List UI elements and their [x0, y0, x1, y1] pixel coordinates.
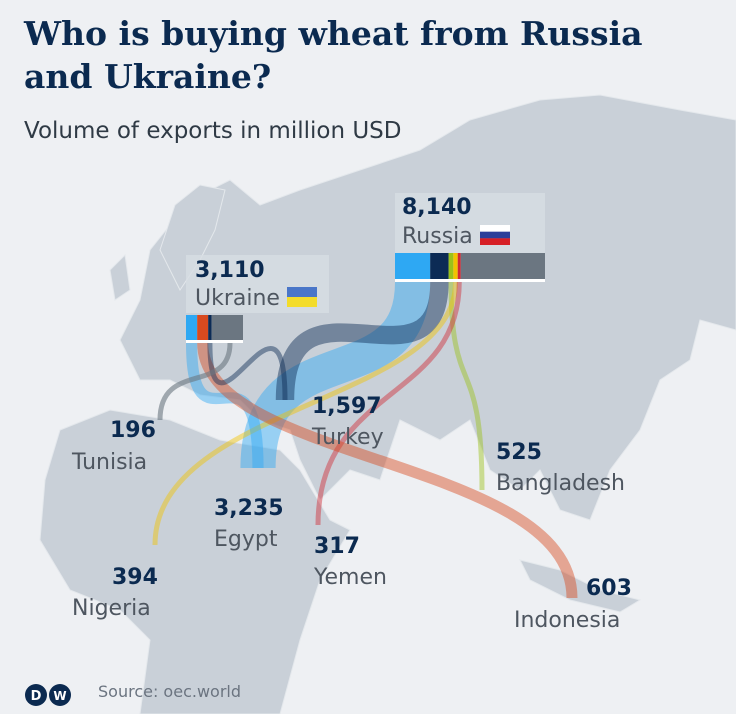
russia-bar-segment-bangladesh — [448, 253, 454, 279]
landmass — [39, 94, 736, 714]
flow-russia-to-bangladesh — [448, 281, 485, 491]
land-eurasia — [119, 94, 736, 521]
source-note: Source: oec.world — [98, 682, 241, 701]
bangladesh-value: 525 — [496, 440, 542, 465]
trade-flows — [152, 281, 578, 599]
ukraine-bar-segment-turkey — [208, 315, 212, 340]
land-indonesia — [519, 559, 642, 613]
egypt-name: Egypt — [214, 527, 278, 552]
egypt-value: 3,235 — [214, 496, 284, 521]
ukraine-bar-baseline — [186, 340, 243, 343]
yemen-name: Yemen — [314, 565, 387, 590]
indonesia-name: Indonesia — [514, 608, 621, 633]
nigeria-name: Nigeria — [72, 596, 151, 621]
ukraine-bar-segment-egypt — [186, 315, 198, 340]
flow-ukraine-to-indonesia — [197, 342, 578, 599]
flow-ukraine-to-turkey — [207, 342, 288, 401]
russia-bar-segment-yemen — [457, 253, 461, 279]
russia-bar-baseline — [395, 279, 545, 282]
exporter-bars — [186, 253, 545, 343]
russia-name-text: Russia — [402, 224, 473, 249]
bangladesh-name: Bangladesh — [496, 471, 625, 496]
ukraine-name-text: Ukraine — [195, 286, 280, 311]
svg-text:W: W — [53, 689, 66, 703]
page-title: Who is buying wheat from Russia and Ukra… — [24, 14, 643, 96]
land-britain — [109, 253, 131, 301]
indonesia-value: 603 — [586, 576, 632, 601]
tunisia-name: Tunisia — [72, 450, 148, 475]
flow-russia-to-nigeria — [152, 281, 459, 546]
flow-russia-to-yemen — [315, 281, 462, 526]
flow-russia-to-egypt — [240, 281, 431, 469]
ukraine-name: Ukraine — [195, 286, 318, 311]
subtitle: Volume of exports in million USD — [24, 118, 402, 144]
tunisia-value: 196 — [110, 418, 156, 443]
russia-flag-icon — [479, 225, 510, 245]
flow-ukraine-to-tunisia — [157, 342, 233, 421]
yemen-value: 317 — [314, 534, 360, 559]
svg-text:D: D — [31, 689, 42, 704]
ukraine-bar-segment-other — [211, 315, 243, 340]
flow-russia-to-turkey — [275, 281, 449, 401]
dw-logo: D W — [25, 684, 71, 706]
land-scandinavia — [159, 184, 226, 291]
russia-value: 8,140 — [402, 195, 472, 220]
nigeria-value: 394 — [112, 565, 158, 590]
ukraine-bar-segment-indonesia — [197, 315, 209, 340]
russia-bar-segment-nigeria — [453, 253, 458, 279]
turkey-name: Turkey — [312, 425, 384, 450]
russia-bar-segment-turkey — [430, 253, 449, 279]
ukraine-flag-icon — [286, 287, 317, 307]
ukraine-value: 3,110 — [195, 258, 265, 283]
russia-bar-segment-other — [460, 253, 545, 279]
land-africa — [39, 409, 351, 714]
russia-bar-segment-egypt — [395, 253, 431, 279]
turkey-value: 1,597 — [312, 394, 382, 419]
russia-label-box — [395, 193, 545, 253]
russia-name: Russia — [402, 224, 511, 249]
